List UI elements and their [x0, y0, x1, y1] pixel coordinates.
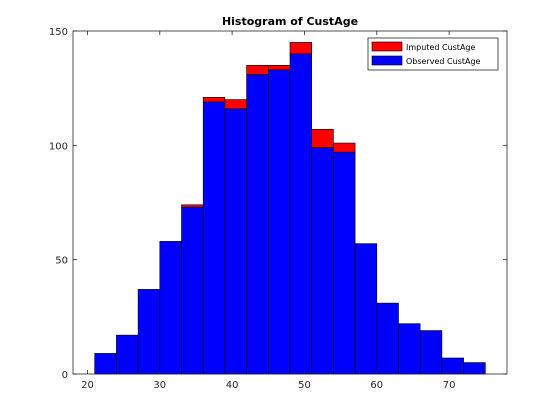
- chart-title: Histogram of CustAge: [222, 15, 358, 28]
- x-tick-label-40: 40: [226, 380, 239, 391]
- legend: Imputed CustAge Observed CustAge: [367, 37, 499, 71]
- bar-observed-custage-1: [116, 334, 139, 375]
- bar-imputed-custage-7: [246, 65, 269, 75]
- y-tick-label-50: 50: [55, 256, 68, 267]
- bar-imputed-custage-11: [333, 142, 356, 153]
- bar-observed-custage-3: [159, 241, 182, 375]
- x-tick-label-60: 60: [370, 380, 383, 391]
- x-tick-label-20: 20: [81, 380, 94, 391]
- bar-imputed-custage-10: [311, 129, 334, 148]
- legend-label-observed-custage: Observed CustAge: [406, 57, 481, 66]
- bar-imputed-custage-6: [224, 99, 247, 110]
- bars-group: [94, 42, 486, 375]
- y-tick-label-0: 0: [62, 370, 68, 381]
- bar-observed-custage-11: [333, 151, 356, 375]
- bar-observed-custage-9: [289, 53, 313, 375]
- bar-imputed-custage-4: [181, 204, 204, 208]
- legend-swatch-imputed-custage: [371, 41, 403, 52]
- bar-observed-custage-0: [94, 353, 117, 375]
- bar-observed-custage-17: [463, 362, 486, 375]
- bar-observed-custage-8: [267, 69, 291, 375]
- bar-observed-custage-4: [181, 206, 204, 375]
- axes-group: 20 30 40 50 60 70 0 50 100 150: [49, 27, 508, 391]
- bar-observed-custage-15: [419, 330, 443, 375]
- bar-imputed-custage-5: [202, 97, 226, 103]
- legend-swatch-observed-custage: [371, 55, 403, 66]
- bar-observed-custage-16: [441, 357, 464, 375]
- y-tick-label-100: 100: [49, 141, 68, 152]
- axes-frame: [72, 30, 508, 375]
- bar-observed-custage-7: [246, 74, 269, 375]
- bar-observed-custage-13: [376, 302, 399, 375]
- bar-observed-custage-14: [398, 323, 421, 375]
- bar-observed-custage-10: [311, 147, 334, 375]
- bar-imputed-custage-9: [289, 42, 313, 55]
- x-tick-label-70: 70: [443, 380, 456, 391]
- bar-imputed-custage-8: [267, 65, 291, 71]
- x-tick-label-30: 30: [153, 380, 166, 391]
- legend-label-imputed-custage: Imputed CustAge: [406, 43, 475, 52]
- y-tick-label-150: 150: [49, 27, 68, 38]
- bar-observed-custage-5: [202, 101, 226, 375]
- bar-observed-custage-12: [354, 243, 378, 375]
- x-tick-label-50: 50: [298, 380, 311, 391]
- bar-observed-custage-2: [137, 289, 161, 375]
- bar-observed-custage-6: [224, 108, 247, 375]
